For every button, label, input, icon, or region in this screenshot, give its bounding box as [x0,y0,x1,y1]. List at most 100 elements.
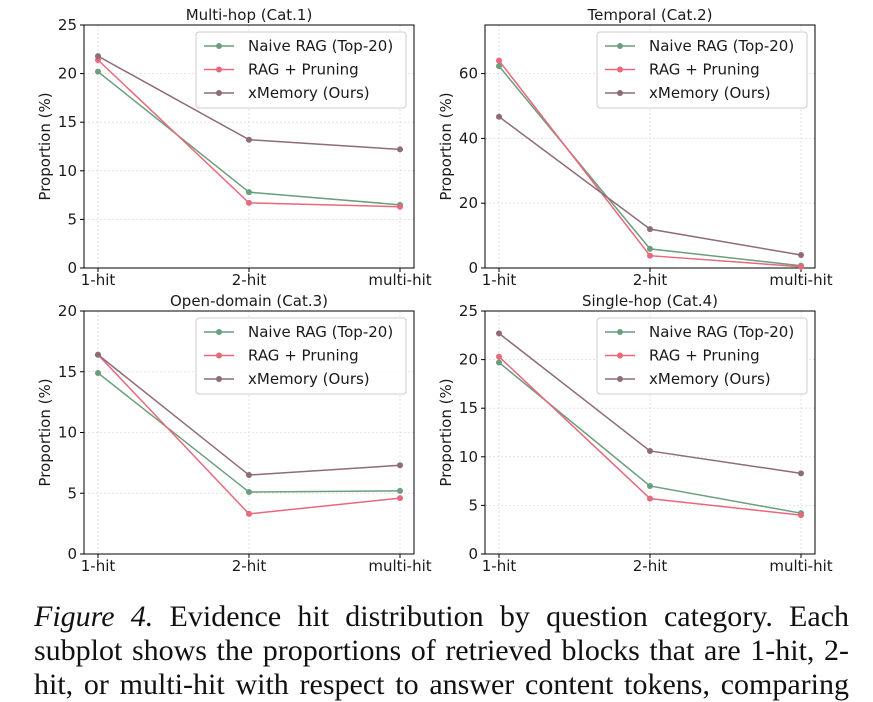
x-tick-label: 2-hit [633,271,668,289]
y-tick-label: 20 [58,65,77,83]
y-tick-label: 60 [459,65,478,83]
x-tick-label: multi-hit [769,557,832,575]
caption-label: Figure 4. [34,600,154,633]
x-tick-label: multi-hit [368,557,431,575]
data-point [397,146,403,153]
legend-marker [216,329,222,335]
legend-frame [195,317,407,395]
data-point [798,470,804,477]
data-point [647,252,653,259]
data-point [496,353,502,360]
y-axis-label: Proportion (%) [437,378,455,486]
legend-marker [617,329,623,335]
subplot-title: Open-domain (Cat.3) [170,292,328,310]
data-point [246,489,252,496]
x-tick-label: multi-hit [769,271,832,289]
data-point [397,495,403,502]
series-naive-rag-top-20 [95,369,403,496]
x-tick-label: 2-hit [633,557,668,575]
legend: Naive RAG (Top-20) RAG + Pruning xMemory (… [195,31,407,109]
y-tick-label: 5 [468,496,478,514]
subplot-open-domain-cat-3: Open-domain (Cat.3) 0 5 10 15 20 1-hit 2-hit mul… [36,292,432,575]
legend-frame [195,31,407,109]
x-tick-label: 1-hit [482,271,517,289]
data-point [496,113,502,120]
y-tick-label: 20 [58,302,77,320]
data-point [647,245,653,252]
subplot-multi-hop-cat-1: Multi-hop (Cat.1) 0 5 10 15 20 25 1-hit 2-hit mul… [36,6,432,289]
data-point [246,472,252,479]
legend-marker [617,352,623,359]
subplot-title: Temporal (Cat.2) [586,6,712,24]
y-tick-label: 0 [67,259,77,277]
x-tick-label: 1-hit [81,557,116,575]
legend-marker [216,376,222,382]
legend-marker [216,352,222,359]
y-tick-label: 10 [58,162,77,180]
y-tick-label: 15 [459,399,478,417]
series-xmemory-ours [95,53,403,153]
series-xmemory-ours [496,113,804,259]
data-point [496,57,502,64]
legend-label: xMemory (Ours) [649,370,771,388]
caption-text: Evidence hit distribution by question ca… [34,600,850,701]
y-tick-label: 20 [459,351,478,369]
x-tick-label: multi-hit [368,271,431,289]
series-xmemory-ours [496,330,804,477]
legend-frame [596,31,808,109]
legend: Naive RAG (Top-20) RAG + Pruning xMemory (… [195,317,407,395]
legend-marker [216,66,222,73]
y-axis-label: Proportion (%) [36,92,54,200]
subplot-title: Multi-hop (Cat.1) [186,6,313,24]
data-point [798,263,804,270]
legend-marker [617,43,623,49]
y-axis-label: Proportion (%) [437,92,455,200]
data-point [397,462,403,469]
legend-label: RAG + Pruning [248,347,359,365]
y-tick-label: 40 [459,129,478,147]
legend-label: xMemory (Ours) [649,84,771,102]
legend-label: xMemory (Ours) [248,370,370,388]
y-tick-label: 10 [459,448,478,466]
legend-marker [617,66,623,73]
y-tick-label: 0 [67,545,77,563]
data-point [496,330,502,337]
x-tick-label: 2-hit [232,557,267,575]
y-tick-label: 10 [58,424,77,442]
legend-marker [617,90,623,96]
legend-marker [216,43,222,49]
data-point [798,252,804,259]
subplot-single-hop-cat-4: Single-hop (Cat.4) 0 5 10 15 20 25 1-hit 2-hit mu… [437,292,833,575]
data-point [496,359,502,366]
legend-label: RAG + Pruning [649,61,760,79]
y-axis-label: Proportion (%) [36,378,54,486]
y-tick-label: 25 [58,16,77,34]
data-point [95,68,101,75]
legend-label: xMemory (Ours) [248,84,370,102]
y-tick-label: 5 [67,210,77,228]
subplot-title: Single-hop (Cat.4) [582,292,718,310]
data-point [647,482,653,489]
y-tick-label: 0 [468,545,478,563]
y-tick-label: 5 [67,484,77,502]
data-point [798,512,804,519]
data-point [246,189,252,196]
legend: Naive RAG (Top-20) RAG + Pruning xMemory (… [596,31,808,109]
data-point [397,487,403,494]
legend-marker [216,90,222,96]
legend-label: Naive RAG (Top-20) [248,37,393,55]
series-xmemory-ours [95,351,403,479]
y-tick-label: 25 [459,302,478,320]
legend-label: Naive RAG (Top-20) [649,323,794,341]
data-point [246,136,252,143]
legend-marker [617,376,623,382]
x-tick-label: 2-hit [232,271,267,289]
series-rag-pruning [496,353,804,519]
y-tick-label: 20 [459,194,478,212]
x-tick-label: 1-hit [482,557,517,575]
data-point [496,63,502,70]
data-point [397,203,403,210]
data-point [647,447,653,454]
data-point [647,226,653,233]
